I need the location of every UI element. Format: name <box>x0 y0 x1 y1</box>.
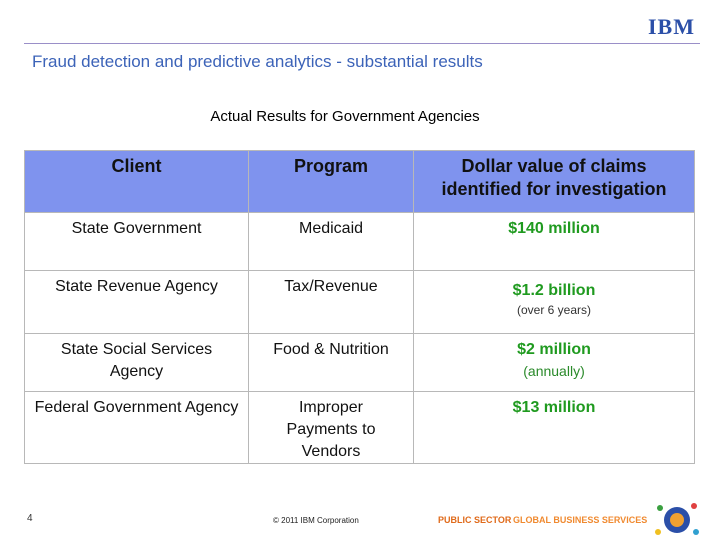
header-rule <box>24 43 700 44</box>
logo: IBM <box>648 14 695 39</box>
client: Federal Government Agency <box>24 391 249 464</box>
row: State Revenue Agency Tax/Revenue $1.2 bi… <box>24 270 695 334</box>
subtitle: Actual Results for Government Agencies <box>210 108 480 125</box>
value: $1.2 billion <box>512 282 596 299</box>
program: Improper Payments to Vendors <box>248 391 414 464</box>
value: $13 million <box>512 399 596 416</box>
row: State Social Services Agency Food & Nutr… <box>24 333 695 392</box>
client: State Social Services Agency <box>24 333 249 392</box>
program: Tax/Revenue <box>248 270 414 334</box>
copyright: © 2011 IBM Corporation <box>273 516 359 525</box>
icon-circle <box>670 513 684 527</box>
value-cell: $140 million <box>413 212 695 271</box>
column-header: Program <box>248 150 414 213</box>
column-header: Client <box>24 150 249 213</box>
brand: GLOBAL BUSINESS SERVICES <box>513 515 648 525</box>
icon-dot <box>693 529 699 535</box>
slide-title: Fraud detection and predictive analytics… <box>32 52 483 71</box>
program: Medicaid <box>248 212 414 271</box>
icon-dot <box>657 505 663 511</box>
value-cell: $13 million <box>413 391 695 464</box>
client: State Government <box>24 212 249 271</box>
client: State Revenue Agency <box>24 270 249 334</box>
brand: PUBLIC SECTOR <box>438 515 512 525</box>
row: Federal Government Agency Improper Payme… <box>24 391 695 464</box>
value: $140 million <box>508 220 600 237</box>
note: (over 6 years) <box>516 303 592 317</box>
note: (annually) <box>523 363 585 379</box>
page-number: 4 <box>27 513 33 524</box>
column-header: Dollar value of claims identified for in… <box>413 150 695 213</box>
value-cell: $2 million (annually) <box>413 333 695 392</box>
value-cell: $1.2 billion (over 6 years) <box>413 270 695 334</box>
results-table: Client Program Dollar value of claims id… <box>24 150 695 464</box>
header-row: Client Program Dollar value of claims id… <box>24 150 695 213</box>
program: Food & Nutrition <box>248 333 414 392</box>
value: $2 million <box>517 341 591 358</box>
footer-icon <box>655 503 699 535</box>
icon-dot <box>655 529 661 535</box>
row: State Government Medicaid $140 million <box>24 212 695 271</box>
icon-dot <box>691 503 697 509</box>
